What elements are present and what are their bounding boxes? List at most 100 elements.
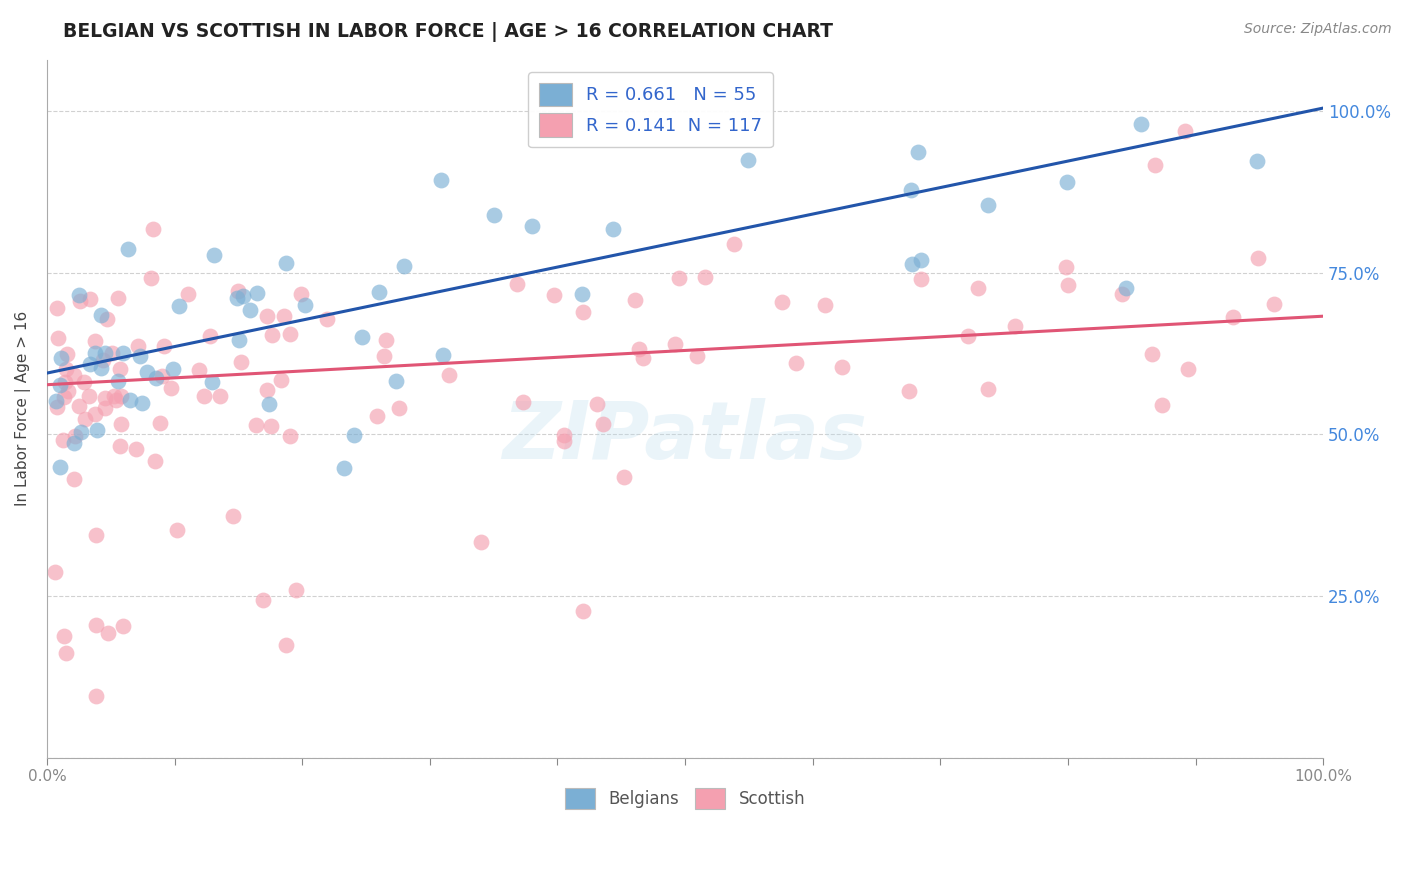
Point — [107, 292, 129, 306]
Point — [228, 333, 250, 347]
Point — [770, 295, 793, 310]
Point — [387, 401, 409, 415]
Point — [150, 369, 173, 384]
Point — [571, 287, 593, 301]
Point — [1004, 318, 1026, 333]
Point — [226, 284, 249, 298]
Point — [668, 271, 690, 285]
Point — [201, 375, 224, 389]
Point — [84, 690, 107, 704]
Point — [482, 209, 505, 223]
Point — [1111, 287, 1133, 301]
Point — [49, 460, 72, 475]
Point — [543, 287, 565, 301]
Point — [84, 618, 107, 632]
Point — [814, 298, 837, 312]
Point — [45, 400, 67, 414]
Point — [1054, 260, 1077, 274]
Point — [45, 394, 67, 409]
Point — [222, 509, 245, 524]
Point — [623, 293, 645, 308]
Point — [1056, 175, 1078, 189]
Point — [602, 222, 624, 236]
Point — [967, 281, 990, 295]
Point — [136, 366, 159, 380]
Point — [256, 383, 278, 397]
Point — [900, 183, 922, 197]
Point — [907, 145, 929, 159]
Point — [53, 375, 76, 389]
Point — [110, 389, 132, 403]
Point — [910, 272, 932, 286]
Point — [91, 352, 114, 367]
Point — [245, 286, 267, 301]
Point — [276, 638, 298, 652]
Point — [79, 357, 101, 371]
Point — [977, 197, 1000, 211]
Point — [1130, 117, 1153, 131]
Point — [52, 433, 75, 447]
Point — [93, 391, 115, 405]
Point — [86, 423, 108, 437]
Text: Source: ZipAtlas.com: Source: ZipAtlas.com — [1244, 22, 1392, 37]
Point — [553, 434, 575, 448]
Point — [169, 299, 191, 313]
Point — [62, 472, 84, 486]
Point — [67, 288, 90, 302]
Point — [785, 356, 807, 370]
Point — [145, 370, 167, 384]
Point — [373, 350, 395, 364]
Point — [572, 304, 595, 318]
Point — [613, 470, 636, 484]
Point — [366, 409, 388, 423]
Point — [633, 351, 655, 366]
Point — [239, 303, 262, 318]
Point — [107, 374, 129, 388]
Point — [209, 389, 232, 403]
Point — [117, 242, 139, 256]
Point — [232, 289, 254, 303]
Point — [285, 583, 308, 598]
Point — [1246, 153, 1268, 168]
Point — [67, 399, 90, 413]
Point — [177, 287, 200, 301]
Point — [316, 311, 339, 326]
Point — [278, 428, 301, 442]
Point — [956, 328, 979, 343]
Point — [1144, 158, 1167, 172]
Point — [686, 349, 709, 363]
Point — [105, 392, 128, 407]
Point — [111, 346, 134, 360]
Point — [44, 565, 66, 579]
Text: ZIPatlas: ZIPatlas — [502, 398, 868, 475]
Point — [160, 381, 183, 395]
Point — [48, 378, 70, 392]
Point — [125, 442, 148, 457]
Point — [274, 256, 297, 270]
Point — [385, 374, 408, 388]
Point — [53, 629, 76, 643]
Point — [392, 259, 415, 273]
Point — [1247, 251, 1270, 265]
Point — [94, 346, 117, 360]
Point — [245, 417, 267, 432]
Point — [58, 384, 80, 399]
Point — [70, 425, 93, 439]
Text: BELGIAN VS SCOTTISH IN LABOR FORCE | AGE > 16 CORRELATION CHART: BELGIAN VS SCOTTISH IN LABOR FORCE | AGE… — [63, 22, 834, 42]
Point — [94, 401, 117, 416]
Point — [257, 397, 280, 411]
Point — [97, 626, 120, 640]
Point — [260, 327, 283, 342]
Point — [90, 308, 112, 322]
Point — [90, 360, 112, 375]
Point — [145, 454, 167, 468]
Point — [592, 417, 614, 431]
Point — [585, 397, 607, 411]
Point — [75, 412, 97, 426]
Point — [256, 310, 278, 324]
Point — [1177, 362, 1199, 376]
Point — [56, 347, 79, 361]
Point — [62, 436, 84, 450]
Point — [63, 429, 86, 443]
Point — [96, 311, 118, 326]
